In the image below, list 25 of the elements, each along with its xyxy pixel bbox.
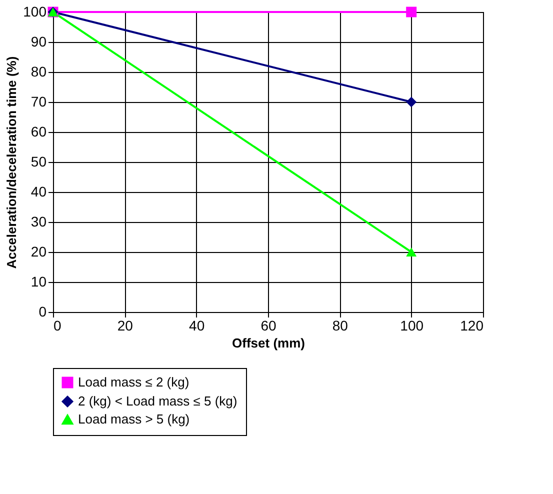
y-tick-label: 70 [30, 94, 47, 110]
y-tick-label: 50 [30, 154, 47, 170]
y-tick-label: 10 [30, 274, 47, 290]
y-tick-label: 60 [30, 124, 47, 140]
x-tick-label: 100 [400, 318, 424, 334]
y-tick-label: 80 [30, 64, 47, 80]
x-tick-label: 0 [54, 318, 62, 334]
legend-label: Load mass > 5 (kg) [78, 412, 190, 426]
point [406, 96, 417, 108]
x-tick-label: 120 [460, 318, 484, 334]
y-tick-label: 90 [30, 34, 47, 50]
y-tick-label: 40 [30, 184, 47, 200]
legend-label: 2 (kg) < Load mass ≤ 5 (kg) [78, 394, 238, 408]
y-tick-label: 20 [30, 244, 47, 260]
point [406, 6, 417, 18]
x-axis-title: Offset (mm) [232, 336, 305, 350]
x-tick-label: 40 [189, 318, 205, 334]
x-tick-label: 20 [117, 318, 134, 334]
y-axis-title: Acceleration/deceleration time (%) [4, 56, 20, 269]
legend-label: Load mass ≤ 2 (kg) [78, 374, 190, 390]
y-tick-label: 30 [30, 214, 47, 230]
x-tick-label: 60 [260, 318, 276, 334]
x-tick-label: 80 [332, 318, 348, 334]
y-tick-label: 0 [38, 304, 47, 320]
y-tick-label: 100 [23, 4, 47, 20]
